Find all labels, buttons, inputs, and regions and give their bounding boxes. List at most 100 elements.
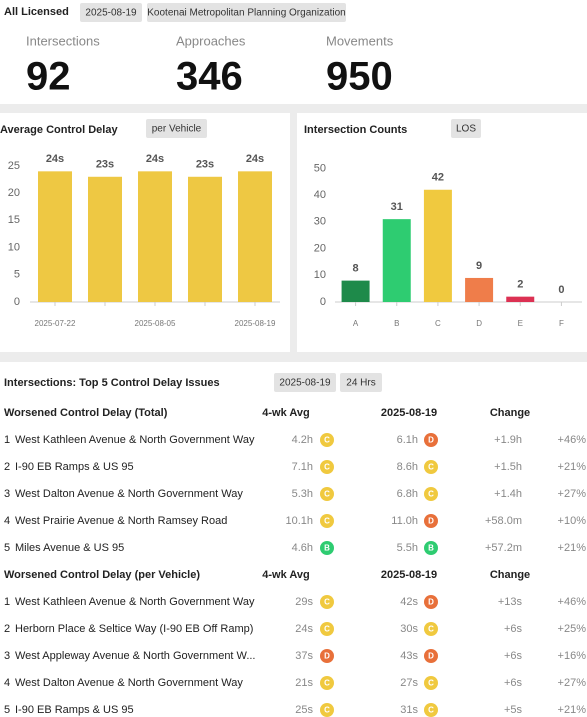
column-header: Worsened Control Delay (Total) [4, 407, 168, 419]
kpi-label: Movements [326, 33, 394, 48]
intersection-name: West Kathleen Avenue & North Government … [15, 596, 255, 608]
intersection-name: West Kathleen Avenue & North Government … [15, 434, 255, 446]
y-tick-label: 15 [8, 214, 20, 226]
rank: 1 [4, 434, 10, 446]
delay-change: +6s [504, 677, 523, 689]
intersection-name: West Prairie Avenue & North Ramsey Road [15, 515, 227, 527]
avg-delay: 7.1h [292, 461, 313, 473]
los-letter: C [428, 463, 434, 472]
rank: 1 [4, 596, 10, 608]
los-letter: D [324, 652, 330, 661]
column-header: Change [490, 569, 530, 581]
kpi-value: 92 [26, 55, 71, 99]
pct-change: +25% [558, 623, 587, 635]
avg-delay: 10.1h [285, 515, 313, 527]
date-chip-label: 2025-08-19 [85, 8, 137, 19]
x-tick-label: A [353, 319, 359, 328]
org-chip-label: Kootenai Metropolitan Planning Organizat… [147, 8, 345, 19]
chart-toggle-label: LOS [456, 124, 476, 135]
avg-delay: 5.3h [292, 488, 313, 500]
los-badge [424, 703, 438, 717]
avg-delay: 25s [295, 704, 313, 716]
rank: 3 [4, 488, 10, 500]
pct-change: +46% [558, 596, 587, 608]
los-badge [424, 541, 438, 555]
los-letter: D [428, 598, 434, 607]
value-label: 0 [558, 284, 564, 296]
rank: 3 [4, 650, 10, 662]
pct-change: +27% [558, 677, 587, 689]
pct-change: +46% [558, 434, 587, 446]
rank: 5 [4, 704, 10, 716]
los-badge [424, 649, 438, 663]
kpi-label: Intersections [26, 33, 100, 48]
rank: 4 [4, 515, 10, 527]
current-delay: 42s [400, 596, 418, 608]
rank: 5 [4, 542, 10, 554]
los-badge [320, 460, 334, 474]
x-tick-label: C [435, 319, 441, 328]
avg-delay: 24s [295, 623, 313, 635]
column-header: 2025-08-19 [381, 569, 437, 581]
kpi-label: Approaches [176, 33, 246, 48]
delay-change: +6s [504, 623, 523, 635]
los-letter: D [428, 436, 434, 445]
current-delay: 43s [400, 650, 418, 662]
column-header: Change [490, 407, 530, 419]
y-tick-label: 0 [320, 296, 326, 308]
los-letter: C [428, 490, 434, 499]
los-badge [424, 460, 438, 474]
bar [38, 171, 72, 302]
los-letter: D [428, 517, 434, 526]
los-badge [320, 676, 334, 690]
los-badge [320, 541, 334, 555]
bar [382, 219, 411, 302]
avg-delay: 4.6h [292, 542, 313, 554]
bar [188, 176, 222, 302]
avg-delay: 37s [295, 650, 313, 662]
y-tick-label: 40 [314, 189, 326, 201]
delay-change: +6s [504, 650, 523, 662]
x-tick-label: 2025-08-05 [135, 319, 176, 328]
date-chip [80, 3, 142, 22]
intersection-name: I-90 EB Ramps & US 95 [15, 704, 134, 716]
intersection-name: West Dalton Avenue & North Government Wa… [15, 677, 243, 689]
table-title: Intersections: Top 5 Control Delay Issue… [4, 377, 220, 389]
page-title: All Licensed [4, 6, 69, 18]
bar [423, 189, 452, 302]
value-label: 9 [476, 260, 482, 272]
los-letter: C [324, 679, 330, 688]
y-tick-label: 20 [8, 187, 20, 199]
current-delay: 31s [400, 704, 418, 716]
kpi-value: 950 [326, 55, 393, 99]
los-letter: C [428, 625, 434, 634]
bar [238, 171, 272, 302]
avg-delay: 4.2h [292, 434, 313, 446]
avg-delay: 29s [295, 596, 313, 608]
intersection-name: West Appleway Avenue & North Government … [15, 650, 256, 662]
los-letter: B [324, 544, 330, 553]
rank: 2 [4, 461, 10, 473]
y-tick-label: 10 [8, 241, 20, 253]
chart-title: Intersection Counts [304, 124, 407, 136]
delay-change: +1.4h [494, 488, 522, 500]
los-badge [320, 487, 334, 501]
los-badge [424, 514, 438, 528]
value-label: 42 [432, 172, 444, 184]
bar [138, 171, 172, 302]
los-badge [320, 433, 334, 447]
value-label: 2 [517, 279, 523, 291]
x-tick-label: 2025-07-22 [35, 319, 76, 328]
los-letter: C [324, 517, 330, 526]
los-letter: C [324, 436, 330, 445]
los-badge [320, 622, 334, 636]
los-badge [320, 595, 334, 609]
los-letter: B [428, 544, 434, 553]
x-tick-label: E [518, 319, 523, 328]
org-chip [147, 3, 346, 22]
los-badge [320, 703, 334, 717]
value-label: 23s [196, 159, 214, 171]
chart-title: Average Control Delay [0, 124, 118, 136]
los-letter: C [324, 463, 330, 472]
